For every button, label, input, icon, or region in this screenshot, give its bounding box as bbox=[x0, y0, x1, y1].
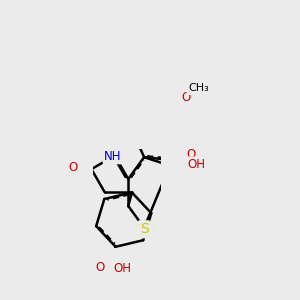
Text: S: S bbox=[140, 222, 148, 236]
Text: O: O bbox=[186, 148, 195, 160]
Text: CH₃: CH₃ bbox=[188, 83, 209, 93]
Text: O: O bbox=[68, 161, 77, 174]
Text: NH: NH bbox=[104, 150, 122, 163]
Text: O: O bbox=[95, 261, 105, 274]
Text: OH: OH bbox=[113, 262, 131, 275]
Text: O: O bbox=[182, 92, 191, 104]
Text: OH: OH bbox=[188, 158, 206, 171]
